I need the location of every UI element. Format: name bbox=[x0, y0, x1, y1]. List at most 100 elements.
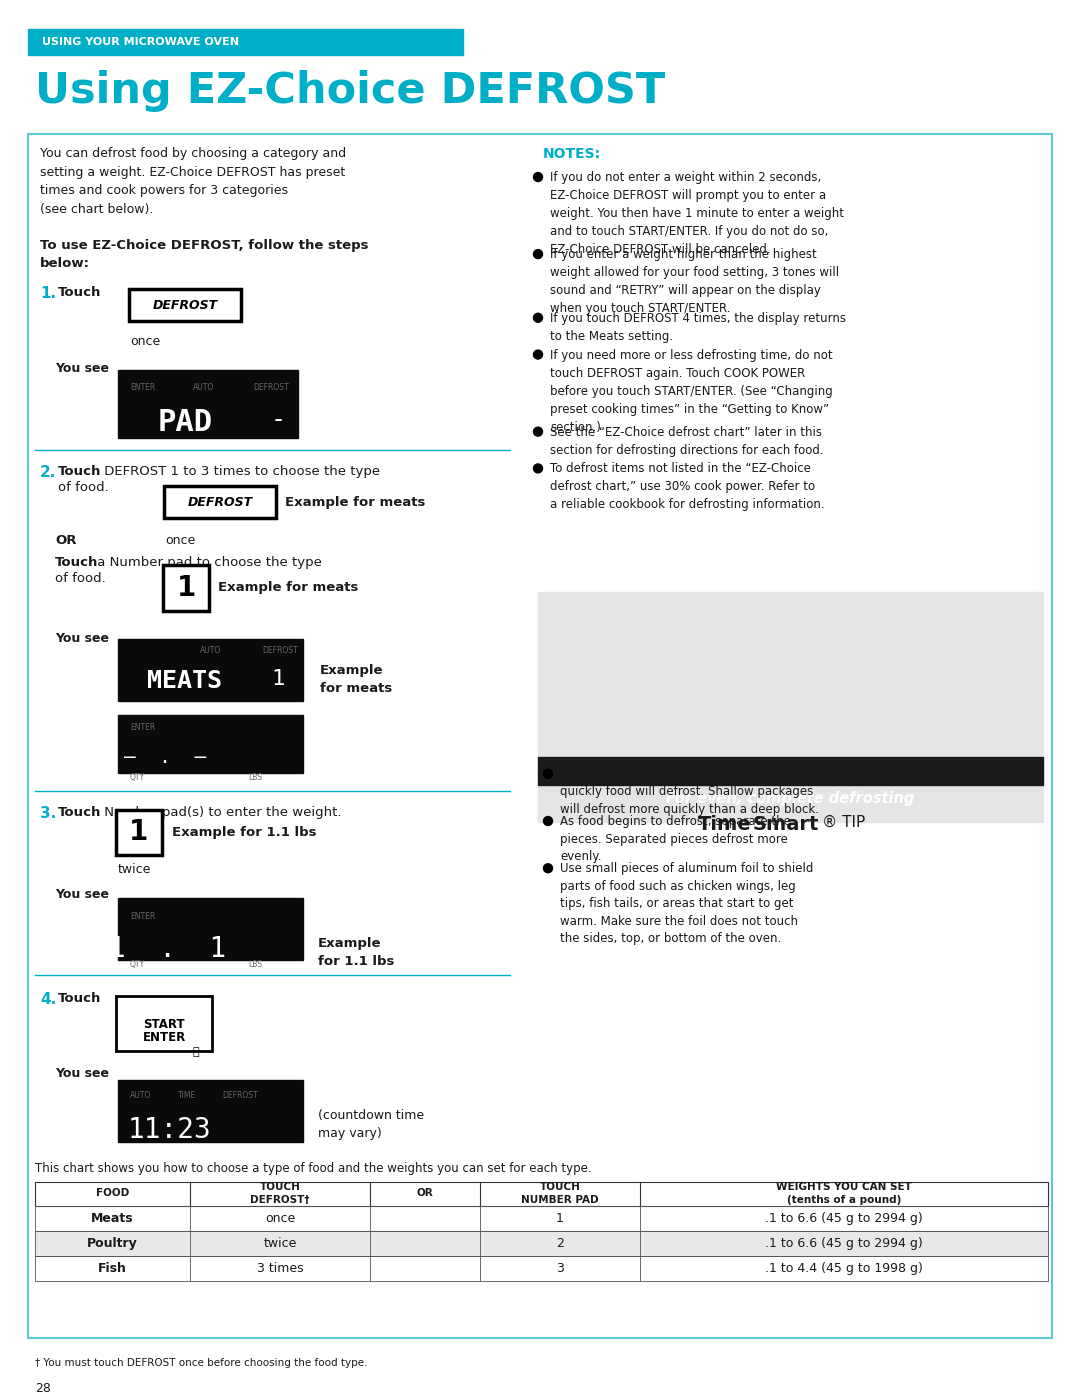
Text: START: START bbox=[144, 1018, 185, 1031]
Text: You see: You see bbox=[55, 362, 109, 374]
Text: If you do not enter a weight within 2 seconds,
EZ-Choice DEFROST will prompt you: If you do not enter a weight within 2 se… bbox=[550, 170, 843, 256]
Text: Using EZ-Choice DEFROST: Using EZ-Choice DEFROST bbox=[35, 70, 665, 113]
Text: twice: twice bbox=[264, 1236, 297, 1250]
Text: TIME: TIME bbox=[178, 1091, 197, 1099]
Text: 1: 1 bbox=[271, 669, 285, 689]
Text: .1 to 6.6 (45 g to 2994 g): .1 to 6.6 (45 g to 2994 g) bbox=[765, 1211, 923, 1225]
Text: LBS: LBS bbox=[248, 960, 262, 968]
Text: once: once bbox=[130, 335, 160, 348]
Bar bbox=[118, 898, 303, 960]
Text: Use small pieces of aluminum foil to shield
parts of food such as chicken wings,: Use small pieces of aluminum foil to shi… bbox=[561, 862, 813, 946]
Text: You can defrost food by choosing a category and
setting a weight. EZ-Choice DEFR: You can defrost food by choosing a categ… bbox=[40, 147, 346, 215]
Bar bbox=[28, 134, 1052, 1338]
FancyBboxPatch shape bbox=[116, 810, 162, 855]
Circle shape bbox=[534, 427, 542, 436]
Text: Example
for 1.1 lbs: Example for 1.1 lbs bbox=[318, 937, 394, 968]
Text: DEFROST: DEFROST bbox=[253, 383, 288, 393]
Text: The shape of the package affects how
quickly food will defrost. Shallow packages: The shape of the package affects how qui… bbox=[561, 768, 819, 816]
Bar bbox=[35, 1231, 1048, 1256]
Text: DEFROST: DEFROST bbox=[222, 1091, 258, 1099]
Text: † You must touch DEFROST once before choosing the food type.: † You must touch DEFROST once before cho… bbox=[35, 1358, 367, 1368]
Bar bbox=[118, 640, 303, 701]
Text: TOUCH
DEFROST†: TOUCH DEFROST† bbox=[251, 1182, 310, 1204]
Text: Touch: Touch bbox=[58, 806, 102, 819]
Text: 1: 1 bbox=[176, 574, 195, 602]
Bar bbox=[35, 1182, 1048, 1207]
Text: PAD: PAD bbox=[158, 408, 213, 437]
Text: twice: twice bbox=[118, 863, 151, 876]
Text: 1  .  1: 1 . 1 bbox=[109, 935, 227, 963]
Text: Example for meats: Example for meats bbox=[285, 496, 426, 509]
Text: If you enter a weight higher than the highest
weight allowed for your food setti: If you enter a weight higher than the hi… bbox=[550, 249, 839, 316]
Text: ENTER: ENTER bbox=[130, 912, 156, 921]
Text: This chart shows you how to choose a type of food and the weights you can set fo: This chart shows you how to choose a typ… bbox=[35, 1162, 592, 1175]
Text: 3.: 3. bbox=[40, 806, 56, 820]
Text: Smart: Smart bbox=[753, 814, 820, 834]
FancyBboxPatch shape bbox=[164, 486, 276, 518]
Circle shape bbox=[534, 351, 542, 359]
Text: Fish: Fish bbox=[98, 1261, 127, 1274]
Text: —  .  —: — . — bbox=[124, 747, 206, 767]
Text: To use EZ-Choice DEFROST, follow the steps
below:: To use EZ-Choice DEFROST, follow the ste… bbox=[40, 239, 368, 270]
Circle shape bbox=[543, 770, 553, 778]
Text: You see: You see bbox=[55, 888, 109, 901]
Text: -: - bbox=[270, 408, 285, 432]
Bar bbox=[35, 1231, 1048, 1256]
Bar bbox=[35, 1256, 1048, 1281]
Text: Touch: Touch bbox=[58, 465, 102, 478]
Text: 11:23: 11:23 bbox=[129, 1116, 212, 1144]
Text: Example for 1.1 lbs: Example for 1.1 lbs bbox=[172, 826, 316, 840]
Bar bbox=[35, 1182, 1048, 1207]
Text: 2: 2 bbox=[556, 1236, 564, 1250]
Text: LBS: LBS bbox=[248, 773, 262, 782]
Bar bbox=[28, 29, 463, 54]
Text: See the “EZ-Choice defrost chart” later in this
section for defrosting direction: See the “EZ-Choice defrost chart” later … bbox=[550, 426, 824, 457]
Text: DEFROST 1 to 3 times to choose the type: DEFROST 1 to 3 times to choose the type bbox=[100, 465, 380, 478]
Text: ® TIP: ® TIP bbox=[822, 814, 865, 830]
Text: 3: 3 bbox=[556, 1261, 564, 1274]
Text: Touch: Touch bbox=[58, 992, 102, 1004]
Circle shape bbox=[543, 863, 553, 873]
Text: DEFROST: DEFROST bbox=[262, 647, 298, 655]
Bar bbox=[35, 1207, 1048, 1231]
Text: .1 to 4.4 (45 g to 1998 g): .1 to 4.4 (45 g to 1998 g) bbox=[765, 1261, 923, 1274]
Text: You see: You see bbox=[55, 1067, 109, 1080]
Text: MEATS: MEATS bbox=[148, 669, 222, 693]
FancyBboxPatch shape bbox=[129, 289, 241, 321]
Text: Time: Time bbox=[699, 814, 752, 834]
Text: FOOD: FOOD bbox=[96, 1189, 130, 1199]
Text: As food begins to defrost, separate the
pieces. Separated pieces defrost more
ev: As food begins to defrost, separate the … bbox=[561, 814, 791, 863]
Bar bbox=[118, 1080, 303, 1141]
Text: once: once bbox=[165, 534, 195, 548]
Text: once: once bbox=[265, 1211, 295, 1225]
Text: of food.: of food. bbox=[58, 482, 109, 495]
Text: 28: 28 bbox=[35, 1383, 51, 1396]
Text: ENTER: ENTER bbox=[130, 724, 156, 732]
Text: of food.: of food. bbox=[55, 571, 106, 585]
Text: (countdown time
may vary): (countdown time may vary) bbox=[318, 1109, 424, 1140]
Text: OR: OR bbox=[55, 534, 77, 548]
Text: To defrost items not listed in the “EZ-Choice
defrost chart,” use 30% cook power: To defrost items not listed in the “EZ-C… bbox=[550, 462, 825, 511]
Bar bbox=[35, 1207, 1048, 1231]
Circle shape bbox=[534, 464, 542, 474]
Text: 🔒: 🔒 bbox=[192, 1048, 200, 1058]
FancyBboxPatch shape bbox=[163, 564, 210, 610]
Text: AUTO: AUTO bbox=[130, 1091, 151, 1099]
Text: 4.: 4. bbox=[40, 992, 56, 1007]
Text: ENTER: ENTER bbox=[130, 383, 156, 393]
Text: 3 times: 3 times bbox=[257, 1261, 303, 1274]
Text: TOUCH
NUMBER PAD: TOUCH NUMBER PAD bbox=[522, 1182, 598, 1204]
Bar bbox=[35, 1256, 1048, 1281]
Circle shape bbox=[534, 250, 542, 258]
Text: Example
for meats: Example for meats bbox=[320, 665, 392, 696]
Text: If you touch DEFROST 4 times, the display returns
to the Meats setting.: If you touch DEFROST 4 times, the displa… bbox=[550, 312, 846, 342]
Text: For even, complete defrosting: For even, complete defrosting bbox=[665, 791, 914, 806]
Text: Touch: Touch bbox=[58, 286, 102, 299]
Text: WEIGHTS YOU CAN SET
(tenths of a pound): WEIGHTS YOU CAN SET (tenths of a pound) bbox=[777, 1182, 912, 1204]
Text: Example for meats: Example for meats bbox=[218, 581, 359, 594]
Bar bbox=[538, 757, 1043, 785]
Text: .1 to 6.6 (45 g to 2994 g): .1 to 6.6 (45 g to 2994 g) bbox=[765, 1236, 923, 1250]
FancyBboxPatch shape bbox=[116, 996, 212, 1051]
Text: DEFROST: DEFROST bbox=[152, 299, 217, 312]
Text: Number pad(s) to enter the weight.: Number pad(s) to enter the weight. bbox=[100, 806, 341, 819]
